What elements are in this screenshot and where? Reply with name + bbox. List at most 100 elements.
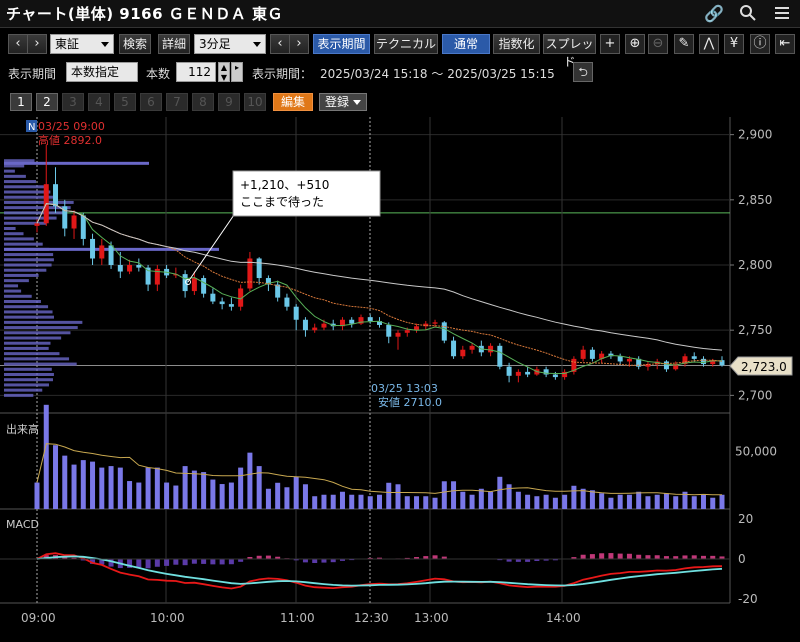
menu-icon[interactable] [772, 4, 792, 24]
crosshair-icon[interactable]: + [600, 34, 620, 54]
page-8-button[interactable]: 8 [192, 93, 214, 111]
candle-body [543, 369, 549, 375]
volume-bar [330, 494, 336, 509]
candle-body [247, 258, 253, 289]
market-select[interactable]: 東証 [50, 34, 114, 54]
profile-bar [4, 273, 39, 277]
candle-body [127, 265, 133, 272]
page-5-button[interactable]: 5 [114, 93, 136, 111]
candle-body [700, 358, 706, 365]
macd-histogram-bar [349, 559, 355, 561]
profile-bar [4, 169, 15, 173]
index-button[interactable]: 指数化 [493, 34, 540, 54]
axes: 2,900 2,850 2,800 2,750 2,700 50,000 20 0 -20 09:… [21, 128, 777, 625]
price-chart[interactable]: 2,900 2,850 2,800 2,750 2,700 50,000 20 0 -20 09:… [0, 117, 800, 639]
detail-button[interactable]: 詳細 [158, 34, 190, 54]
candle-body [386, 324, 392, 337]
current-price-tag [729, 356, 793, 376]
volume-bar [608, 497, 614, 509]
volume-bar [460, 491, 466, 509]
yen-icon[interactable]: ¥ [724, 34, 744, 54]
signal-line [36, 555, 723, 587]
register-button[interactable]: 登録 [319, 93, 367, 111]
volume-bar [62, 455, 68, 509]
profile-bar [4, 383, 49, 387]
profile-bar [4, 393, 34, 397]
candle-body [460, 349, 466, 357]
macd-histogram-bar [90, 559, 96, 564]
page-6-button[interactable]: 6 [140, 93, 162, 111]
macd-histogram-bar [182, 559, 188, 566]
time-tick-label: 10:00 [150, 611, 185, 625]
volume-bar [552, 497, 558, 509]
info-icon[interactable]: ⓘ [750, 34, 770, 54]
next-interval-button[interactable]: › [289, 34, 309, 54]
candle-body [349, 319, 355, 324]
macd-histogram-bar [719, 556, 725, 559]
pen-icon[interactable]: ✎ [674, 34, 694, 54]
technical-button[interactable]: テクニカル [374, 34, 438, 54]
candle-body [423, 323, 429, 327]
prev-interval-button[interactable]: ‹ [270, 34, 290, 54]
page-2-button[interactable]: 2 [36, 93, 58, 111]
page-1-button[interactable]: 1 [10, 93, 32, 111]
ma-45-line [36, 203, 723, 351]
time-tick-label: 09:00 [21, 611, 56, 625]
volume-panel-label: 出来高 [6, 422, 39, 436]
edit-button[interactable]: 編集 [273, 93, 313, 111]
high-value-label: 高値 2892.0 [38, 133, 102, 147]
next-stock-button[interactable]: › [27, 34, 47, 54]
macd-histogram-bar [636, 554, 642, 559]
toolbar: ‹ › 東証 検索 詳細 3分足 ‹ › 表示期間 テクニカル 通常 指数化 ス… [0, 34, 800, 69]
spread-button[interactable]: スプレッド [543, 34, 596, 69]
zoom-in-icon[interactable]: ⊕ [625, 34, 645, 54]
search-button[interactable]: 検索 [119, 34, 151, 54]
price-tick-label: 2,750 [738, 323, 772, 337]
volume-bar [127, 481, 133, 509]
macd-histogram-bar [293, 559, 299, 561]
volume-bar [358, 494, 364, 509]
link-icon[interactable]: 🔗 [704, 4, 724, 23]
page-9-button[interactable]: 9 [218, 93, 240, 111]
page-7-button[interactable]: 7 [166, 93, 188, 111]
note-callout[interactable] [232, 170, 381, 217]
interval-select[interactable]: 3分足 [194, 34, 266, 54]
macd-panel [0, 552, 730, 590]
page-3-button[interactable]: 3 [62, 93, 84, 111]
profile-bar [4, 305, 49, 309]
volume-bar [654, 494, 660, 509]
period-mode-select[interactable]: 本数指定 [66, 62, 138, 82]
chart-tool-icon[interactable]: ⋀ [699, 34, 719, 54]
ma-5-line [36, 203, 723, 374]
news-marker-icon[interactable] [26, 120, 37, 132]
candle-body [451, 340, 457, 357]
macd-histogram-bar [663, 556, 669, 559]
profile-bar [4, 289, 22, 293]
volume-bar [312, 496, 318, 509]
profile-bar [4, 320, 83, 324]
volume-bar [395, 484, 401, 509]
page-4-button[interactable]: 4 [88, 93, 110, 111]
profile-bar [4, 357, 70, 361]
candle-body [117, 265, 123, 272]
normal-button[interactable]: 通常 [442, 34, 490, 54]
volume-bar [534, 496, 540, 509]
candle-body [302, 319, 308, 331]
prev-stock-button[interactable]: ‹ [8, 34, 28, 54]
search-icon[interactable] [738, 4, 758, 24]
note-line-1: +1,210、+510 [240, 178, 329, 192]
show-period-button[interactable]: 表示期間 [313, 34, 370, 54]
profile-bar [4, 237, 34, 241]
count-arrow-icon[interactable]: ▸ [231, 62, 243, 82]
candle-body [580, 349, 586, 359]
collapse-icon[interactable]: ⇤ [775, 34, 795, 54]
zoom-out-icon[interactable]: ⊖ [648, 34, 668, 54]
count-input[interactable]: 112 [176, 62, 216, 82]
macd-histogram-bar [247, 556, 253, 559]
candle-body [552, 374, 558, 378]
current-price-label: 2,723.0 [741, 360, 787, 374]
page-10-button[interactable]: 10 [244, 93, 266, 111]
reset-period-icon[interactable]: ⮌ [573, 62, 593, 82]
volume-bar [478, 488, 484, 509]
count-stepper-icon[interactable]: ▲ ▼ [218, 62, 230, 82]
